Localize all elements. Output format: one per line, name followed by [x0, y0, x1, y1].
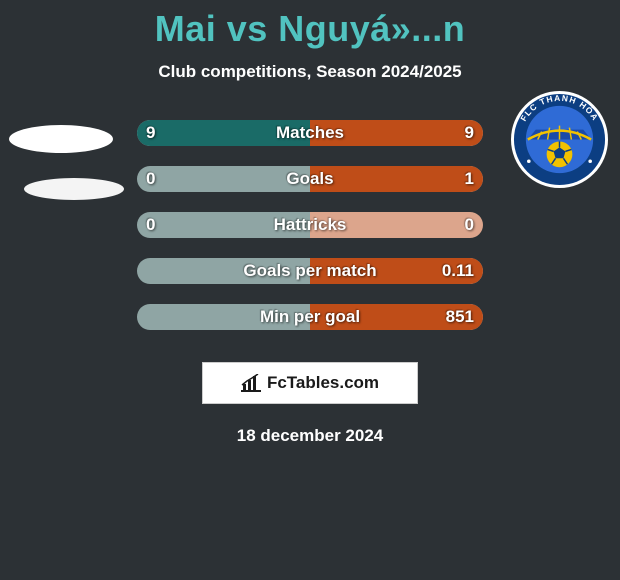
- stat-value-right: 1: [465, 166, 474, 192]
- stat-value-right: 0: [465, 212, 474, 238]
- stat-value-right: 9: [465, 120, 474, 146]
- stat-value-left: 9: [146, 120, 155, 146]
- stat-row: 9 9 Matches: [0, 120, 620, 166]
- page-title: Mai vs Nguyá»...n: [155, 8, 466, 50]
- brand-badge[interactable]: FcTables.com: [202, 362, 418, 404]
- brand-text: FcTables.com: [267, 373, 379, 393]
- stat-label: Min per goal: [260, 304, 360, 330]
- stat-label: Goals per match: [243, 258, 376, 284]
- comparison-panel: Mai vs Nguyá»...n Club competitions, Sea…: [0, 0, 620, 580]
- stat-row: 851 Min per goal: [0, 304, 620, 350]
- stat-value-right: 851: [446, 304, 474, 330]
- stat-value-left: 0: [146, 212, 155, 238]
- date-label: 18 december 2024: [237, 426, 384, 446]
- stat-label: Goals: [286, 166, 333, 192]
- page-subtitle: Club competitions, Season 2024/2025: [158, 62, 461, 82]
- stat-bar-right-fill: [310, 166, 483, 192]
- stat-row: 0 1 Goals: [0, 166, 620, 212]
- stat-row: 0 0 Hattricks: [0, 212, 620, 258]
- stat-bar-left-bg: [137, 166, 310, 192]
- stat-value-left: 0: [146, 166, 155, 192]
- stats-list: 9 9 Matches 0 1 Goals 0 0 Hattricks: [0, 120, 620, 350]
- bar-chart-icon: [241, 374, 261, 392]
- stat-label: Hattricks: [274, 212, 347, 238]
- stat-label: Matches: [276, 120, 344, 146]
- stat-value-right: 0.11: [442, 258, 474, 284]
- stat-row: 0.11 Goals per match: [0, 258, 620, 304]
